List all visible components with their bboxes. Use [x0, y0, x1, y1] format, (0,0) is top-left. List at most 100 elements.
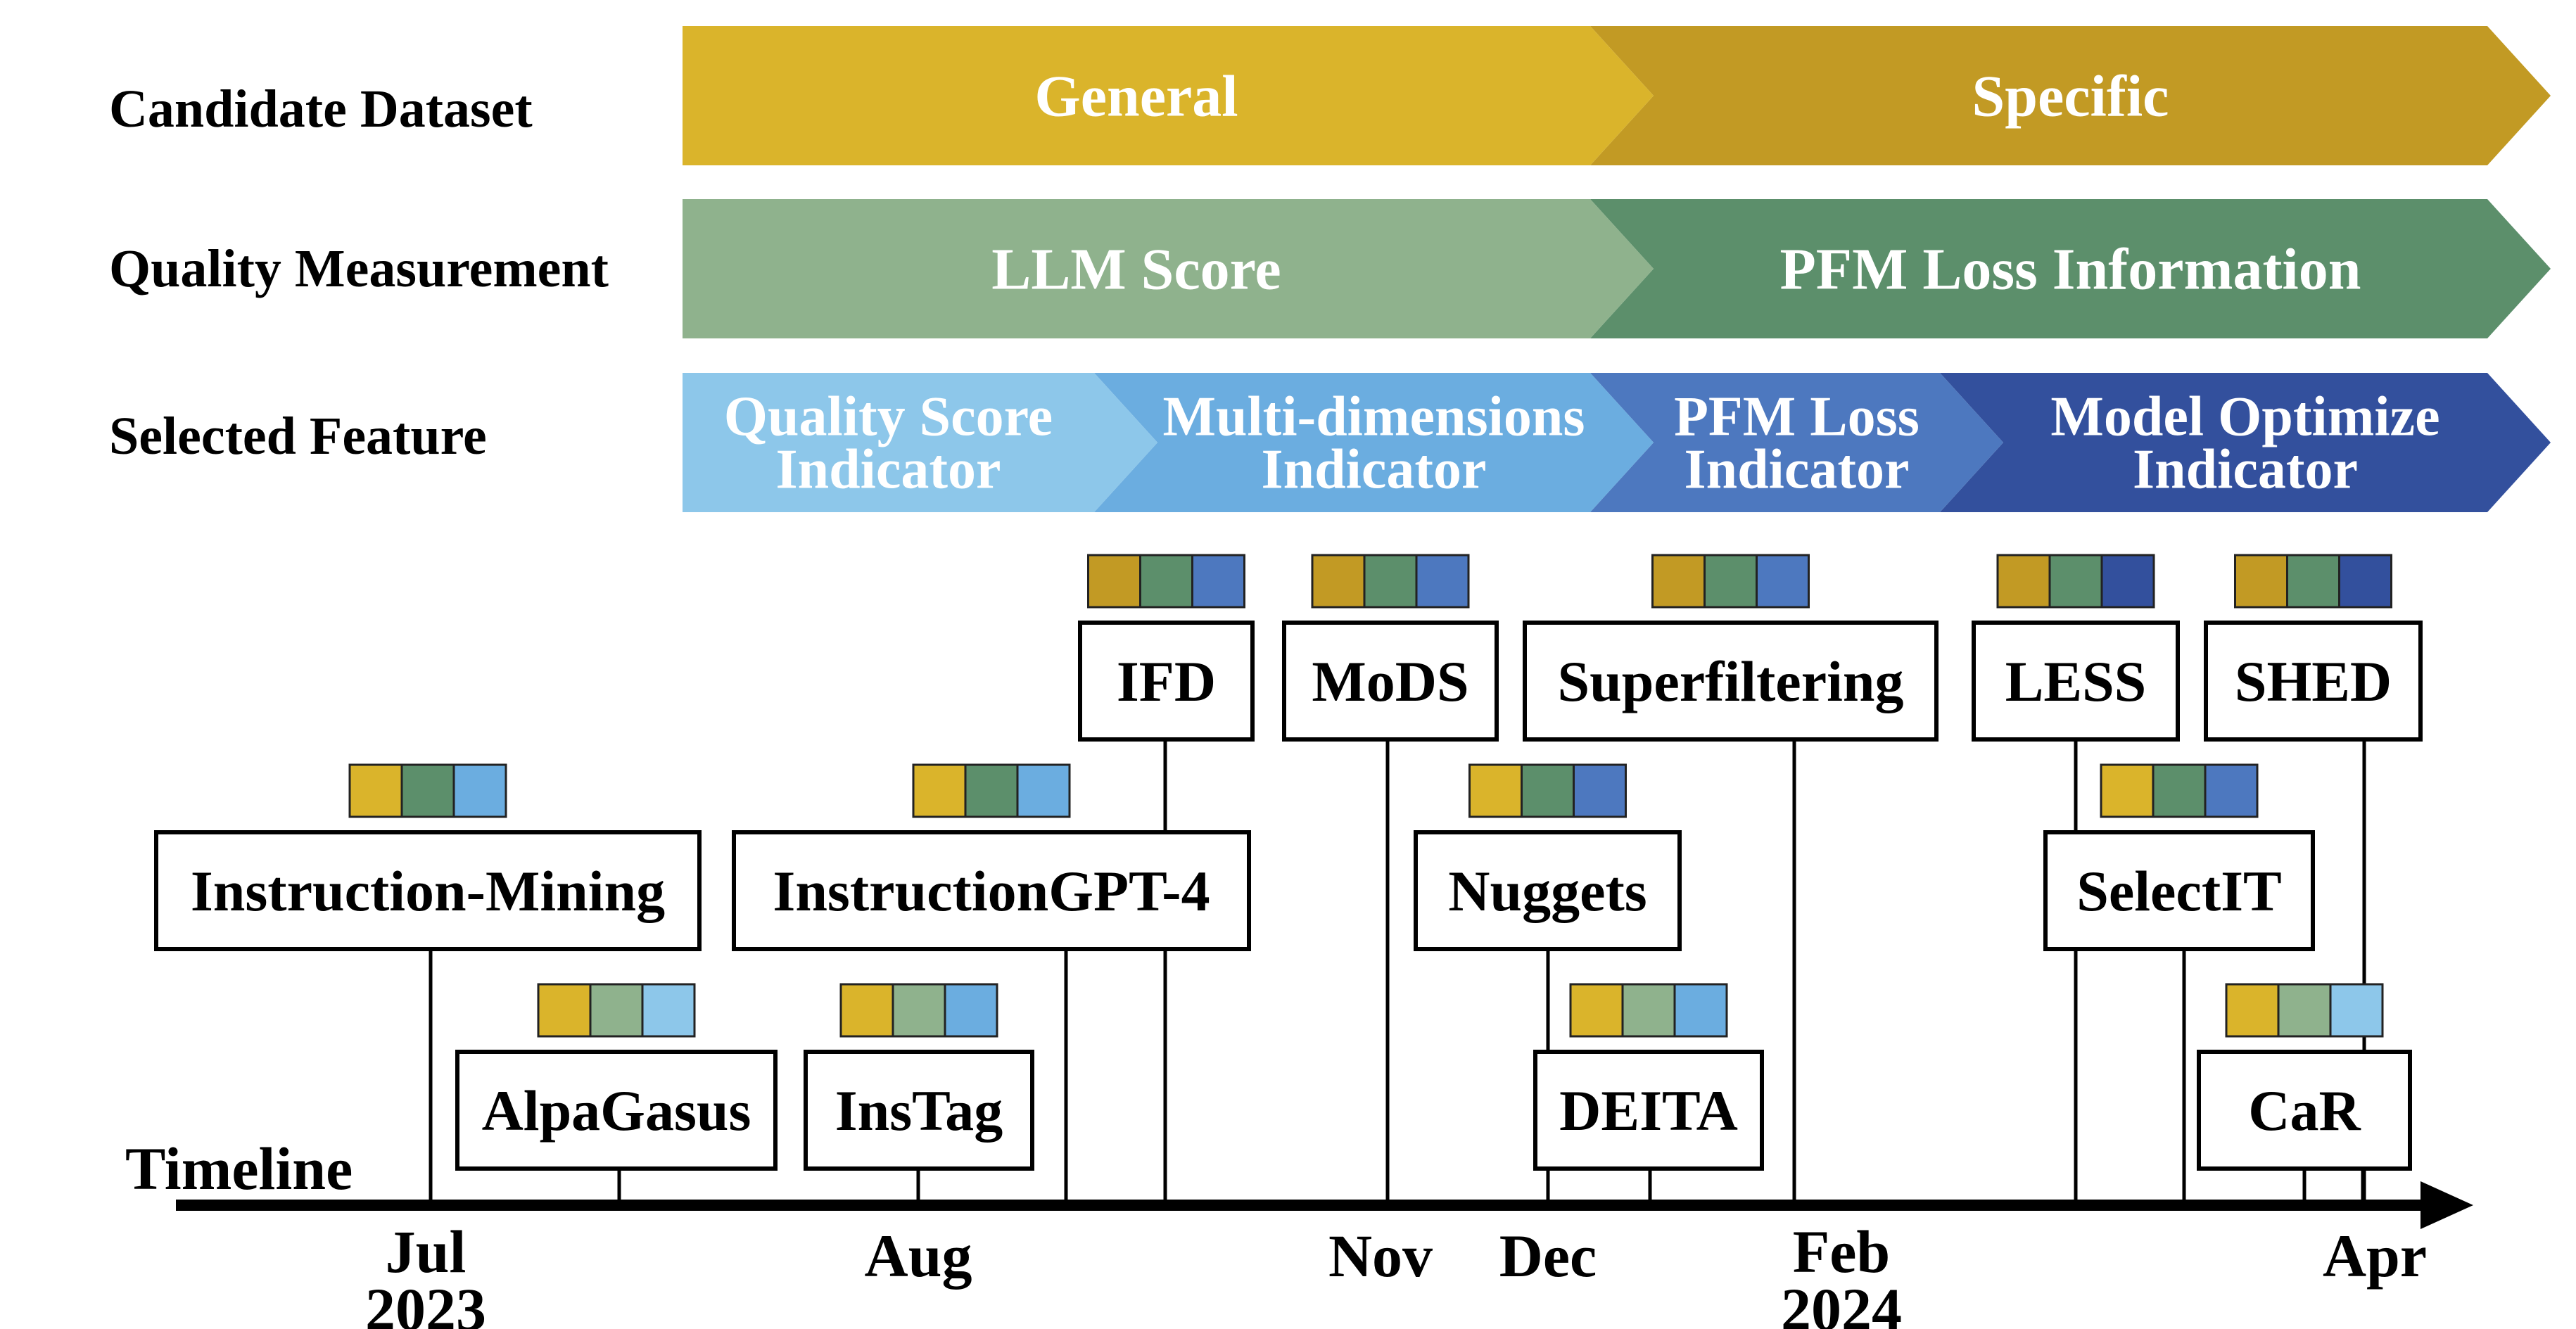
feature-swatch — [537, 983, 592, 1038]
feature-swatch — [1191, 554, 1245, 609]
feature-swatch — [964, 763, 1019, 818]
feature-swatch — [912, 763, 967, 818]
tick-label-nov: Nov — [1328, 1222, 1433, 1290]
feature-swatch — [1996, 554, 2051, 609]
axis-arrow-icon — [2420, 1181, 2473, 1229]
method-box — [2197, 1050, 2412, 1171]
feature-swatch — [2234, 554, 2288, 609]
method-name: Nuggets — [1448, 859, 1647, 923]
segment-label: Specific — [1972, 64, 2169, 129]
feature-swatch — [400, 763, 455, 818]
feature-swatch — [1573, 763, 1627, 818]
method-instruction-mining: Instruction-Mining — [154, 763, 702, 951]
feature-swatch — [944, 983, 998, 1038]
feature-swatch — [1703, 554, 1758, 609]
method-instag: InsTag — [804, 983, 1034, 1171]
method-box — [1972, 621, 2180, 742]
method-instructiongpt-4: InstructionGPT-4 — [732, 763, 1251, 951]
feature-swatch — [1569, 983, 1624, 1038]
method-box — [1414, 830, 1682, 951]
segment-pfm-loss-information — [1590, 199, 2551, 338]
feature-swatch — [1363, 554, 1418, 609]
row-label: Quality Measurement — [109, 239, 609, 298]
feature-swatch — [2100, 554, 2155, 609]
method-car: CaR — [2197, 983, 2412, 1171]
method-box — [1282, 621, 1499, 742]
feature-swatch — [348, 763, 403, 818]
segment-multi-dimensions-indicator — [1094, 373, 1654, 512]
feature-swatch — [641, 983, 696, 1038]
segment-general — [683, 26, 1654, 165]
method-name: AlpaGasus — [482, 1079, 751, 1143]
segment-label: Quality Score Indicator — [724, 386, 1053, 501]
method-name: SHED — [2235, 649, 2392, 713]
method-box — [1533, 1050, 1764, 1171]
feature-swatch — [2100, 763, 2155, 818]
segment-label: Multi-dimensions Indicator — [1162, 386, 1585, 501]
method-selectit: SelectIT — [2043, 763, 2315, 951]
feature-swatch — [2338, 554, 2392, 609]
method-box — [2043, 830, 2315, 951]
tick-label-feb-2024: Feb 2024 — [1781, 1218, 1902, 1329]
feature-swatch — [2048, 554, 2103, 609]
row-label: Candidate Dataset — [109, 80, 533, 139]
feature-swatch — [2225, 983, 2280, 1038]
feature-swatch — [589, 983, 644, 1038]
timeline-label: Timeline — [125, 1135, 353, 1202]
feature-swatch — [1756, 554, 1810, 609]
feature-swatch — [1087, 554, 1141, 609]
feature-swatch — [2152, 763, 2207, 818]
method-name: Instruction-Mining — [191, 859, 665, 923]
segment-label: LLM Score — [991, 237, 1281, 303]
row-label: Selected Feature — [109, 407, 487, 466]
method-box — [1078, 621, 1255, 742]
row-quality-measurement: Quality Measurement LLM Score PFM Loss Inf… — [109, 199, 2551, 338]
feature-swatch — [2204, 763, 2259, 818]
method-box — [2204, 621, 2423, 742]
segment-pfm-loss-indicator — [1590, 373, 2003, 512]
feature-swatch — [452, 763, 507, 818]
method-box — [732, 830, 1251, 951]
segment-label: Model Optimize Indicator — [2050, 386, 2439, 501]
row-candidate-dataset: Candidate Dataset General Specific — [109, 26, 2551, 165]
method-name: CaR — [2248, 1079, 2361, 1143]
method-box — [1523, 621, 1939, 742]
feature-swatch — [1415, 554, 1470, 609]
tick-label-aug: Aug — [865, 1222, 972, 1290]
method-box — [154, 830, 702, 951]
method-alpagasus: AlpaGasus — [455, 983, 778, 1171]
feature-swatch — [2286, 554, 2340, 609]
feature-swatch — [2329, 983, 2384, 1038]
method-name: LESS — [2005, 649, 2147, 713]
feature-swatch — [1016, 763, 1071, 818]
method-box — [455, 1050, 778, 1171]
segment-llm-score — [683, 199, 1654, 338]
method-name: InsTag — [835, 1079, 1003, 1143]
method-box — [804, 1050, 1034, 1171]
feature-swatch — [2277, 983, 2332, 1038]
feature-swatch — [1521, 763, 1575, 818]
segment-quality-score-indicator — [683, 373, 1157, 512]
feature-swatch — [1673, 983, 1728, 1038]
method-name: DEITA — [1559, 1079, 1738, 1143]
method-boxes: Instruction-Mining AlpaGasus InsTag Instruc… — [154, 554, 2423, 1171]
segment-model-optimize-indicator — [1940, 373, 2551, 512]
feature-swatch — [1621, 983, 1676, 1038]
feature-swatch — [1139, 554, 1193, 609]
method-nuggets: Nuggets — [1414, 763, 1682, 951]
segment-label: PFM Loss Indicator — [1674, 386, 1920, 501]
feature-swatch — [892, 983, 946, 1038]
row-selected-feature: Selected Feature Quality Score Indicator Mu… — [109, 373, 2551, 512]
method-mods: MoDS — [1282, 554, 1499, 742]
method-name: InstructionGPT-4 — [773, 859, 1210, 923]
feature-swatch — [1311, 554, 1366, 609]
segment-label: General — [1034, 64, 1238, 129]
feature-swatch — [839, 983, 894, 1038]
method-deita: DEITA — [1533, 983, 1764, 1171]
tick-label-dec: Dec — [1499, 1222, 1597, 1290]
method-ifd: IFD — [1078, 554, 1255, 742]
tick-label-jul-2023: Jul 2023 — [365, 1218, 486, 1329]
method-less: LESS — [1972, 554, 2180, 742]
